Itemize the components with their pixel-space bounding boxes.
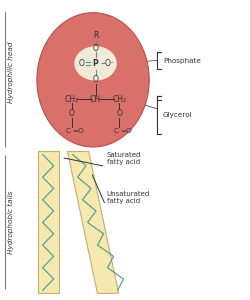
Text: Unsaturated
fatty acid: Unsaturated fatty acid <box>106 191 150 204</box>
Text: O: O <box>116 109 122 118</box>
Text: O: O <box>92 44 98 52</box>
Text: Saturated
fatty acid: Saturated fatty acid <box>106 152 140 165</box>
Text: P: P <box>92 59 98 68</box>
Text: O: O <box>92 75 98 84</box>
Text: CH: CH <box>90 95 101 104</box>
Text: Hydrophobic tails: Hydrophobic tails <box>8 190 14 254</box>
Text: O: O <box>68 109 74 118</box>
Text: =O: =O <box>120 128 131 134</box>
Circle shape <box>37 13 148 147</box>
Text: Hydrophilic head: Hydrophilic head <box>8 41 14 103</box>
Text: R: R <box>92 31 98 40</box>
Text: CH₂: CH₂ <box>64 95 78 104</box>
Text: Phosphate: Phosphate <box>162 58 200 64</box>
Text: CH₂: CH₂ <box>112 95 126 104</box>
Text: O⁻: O⁻ <box>104 59 114 68</box>
Bar <box>37 152 58 293</box>
Text: Glycerol: Glycerol <box>162 112 192 118</box>
Text: C: C <box>113 128 118 134</box>
Ellipse shape <box>74 46 116 81</box>
Polygon shape <box>67 152 118 293</box>
Text: O: O <box>78 59 84 68</box>
Text: C: C <box>66 128 71 134</box>
Text: =O: =O <box>72 128 84 134</box>
